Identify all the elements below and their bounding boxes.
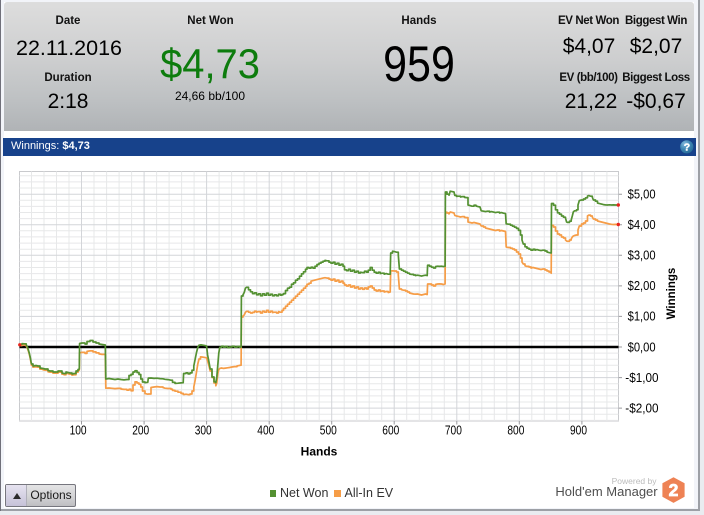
svg-text:2: 2 bbox=[668, 480, 678, 500]
svg-text:700: 700 bbox=[445, 423, 462, 437]
svg-text:200: 200 bbox=[132, 423, 149, 437]
svg-text:$3,00: $3,00 bbox=[628, 249, 656, 263]
svg-text:Winnings: Winnings bbox=[666, 268, 678, 320]
svg-text:300: 300 bbox=[195, 423, 212, 437]
svg-text:Hands: Hands bbox=[301, 445, 338, 459]
svg-text:$2,00: $2,00 bbox=[628, 279, 656, 293]
svg-text:600: 600 bbox=[382, 423, 399, 437]
svg-text:$0,00: $0,00 bbox=[628, 340, 656, 354]
svg-text:-$2,00: -$2,00 bbox=[625, 401, 658, 415]
svg-text:800: 800 bbox=[507, 423, 524, 437]
svg-text:400: 400 bbox=[257, 423, 274, 437]
svg-text:900: 900 bbox=[570, 423, 587, 437]
svg-text:$1,00: $1,00 bbox=[628, 310, 656, 324]
svg-text:$5,00: $5,00 bbox=[628, 188, 656, 202]
svg-text:500: 500 bbox=[320, 423, 337, 437]
svg-text:$4,00: $4,00 bbox=[628, 218, 656, 232]
svg-text:?: ? bbox=[684, 141, 690, 153]
svg-text:100: 100 bbox=[70, 423, 87, 437]
svg-text:-$1,00: -$1,00 bbox=[625, 371, 658, 385]
